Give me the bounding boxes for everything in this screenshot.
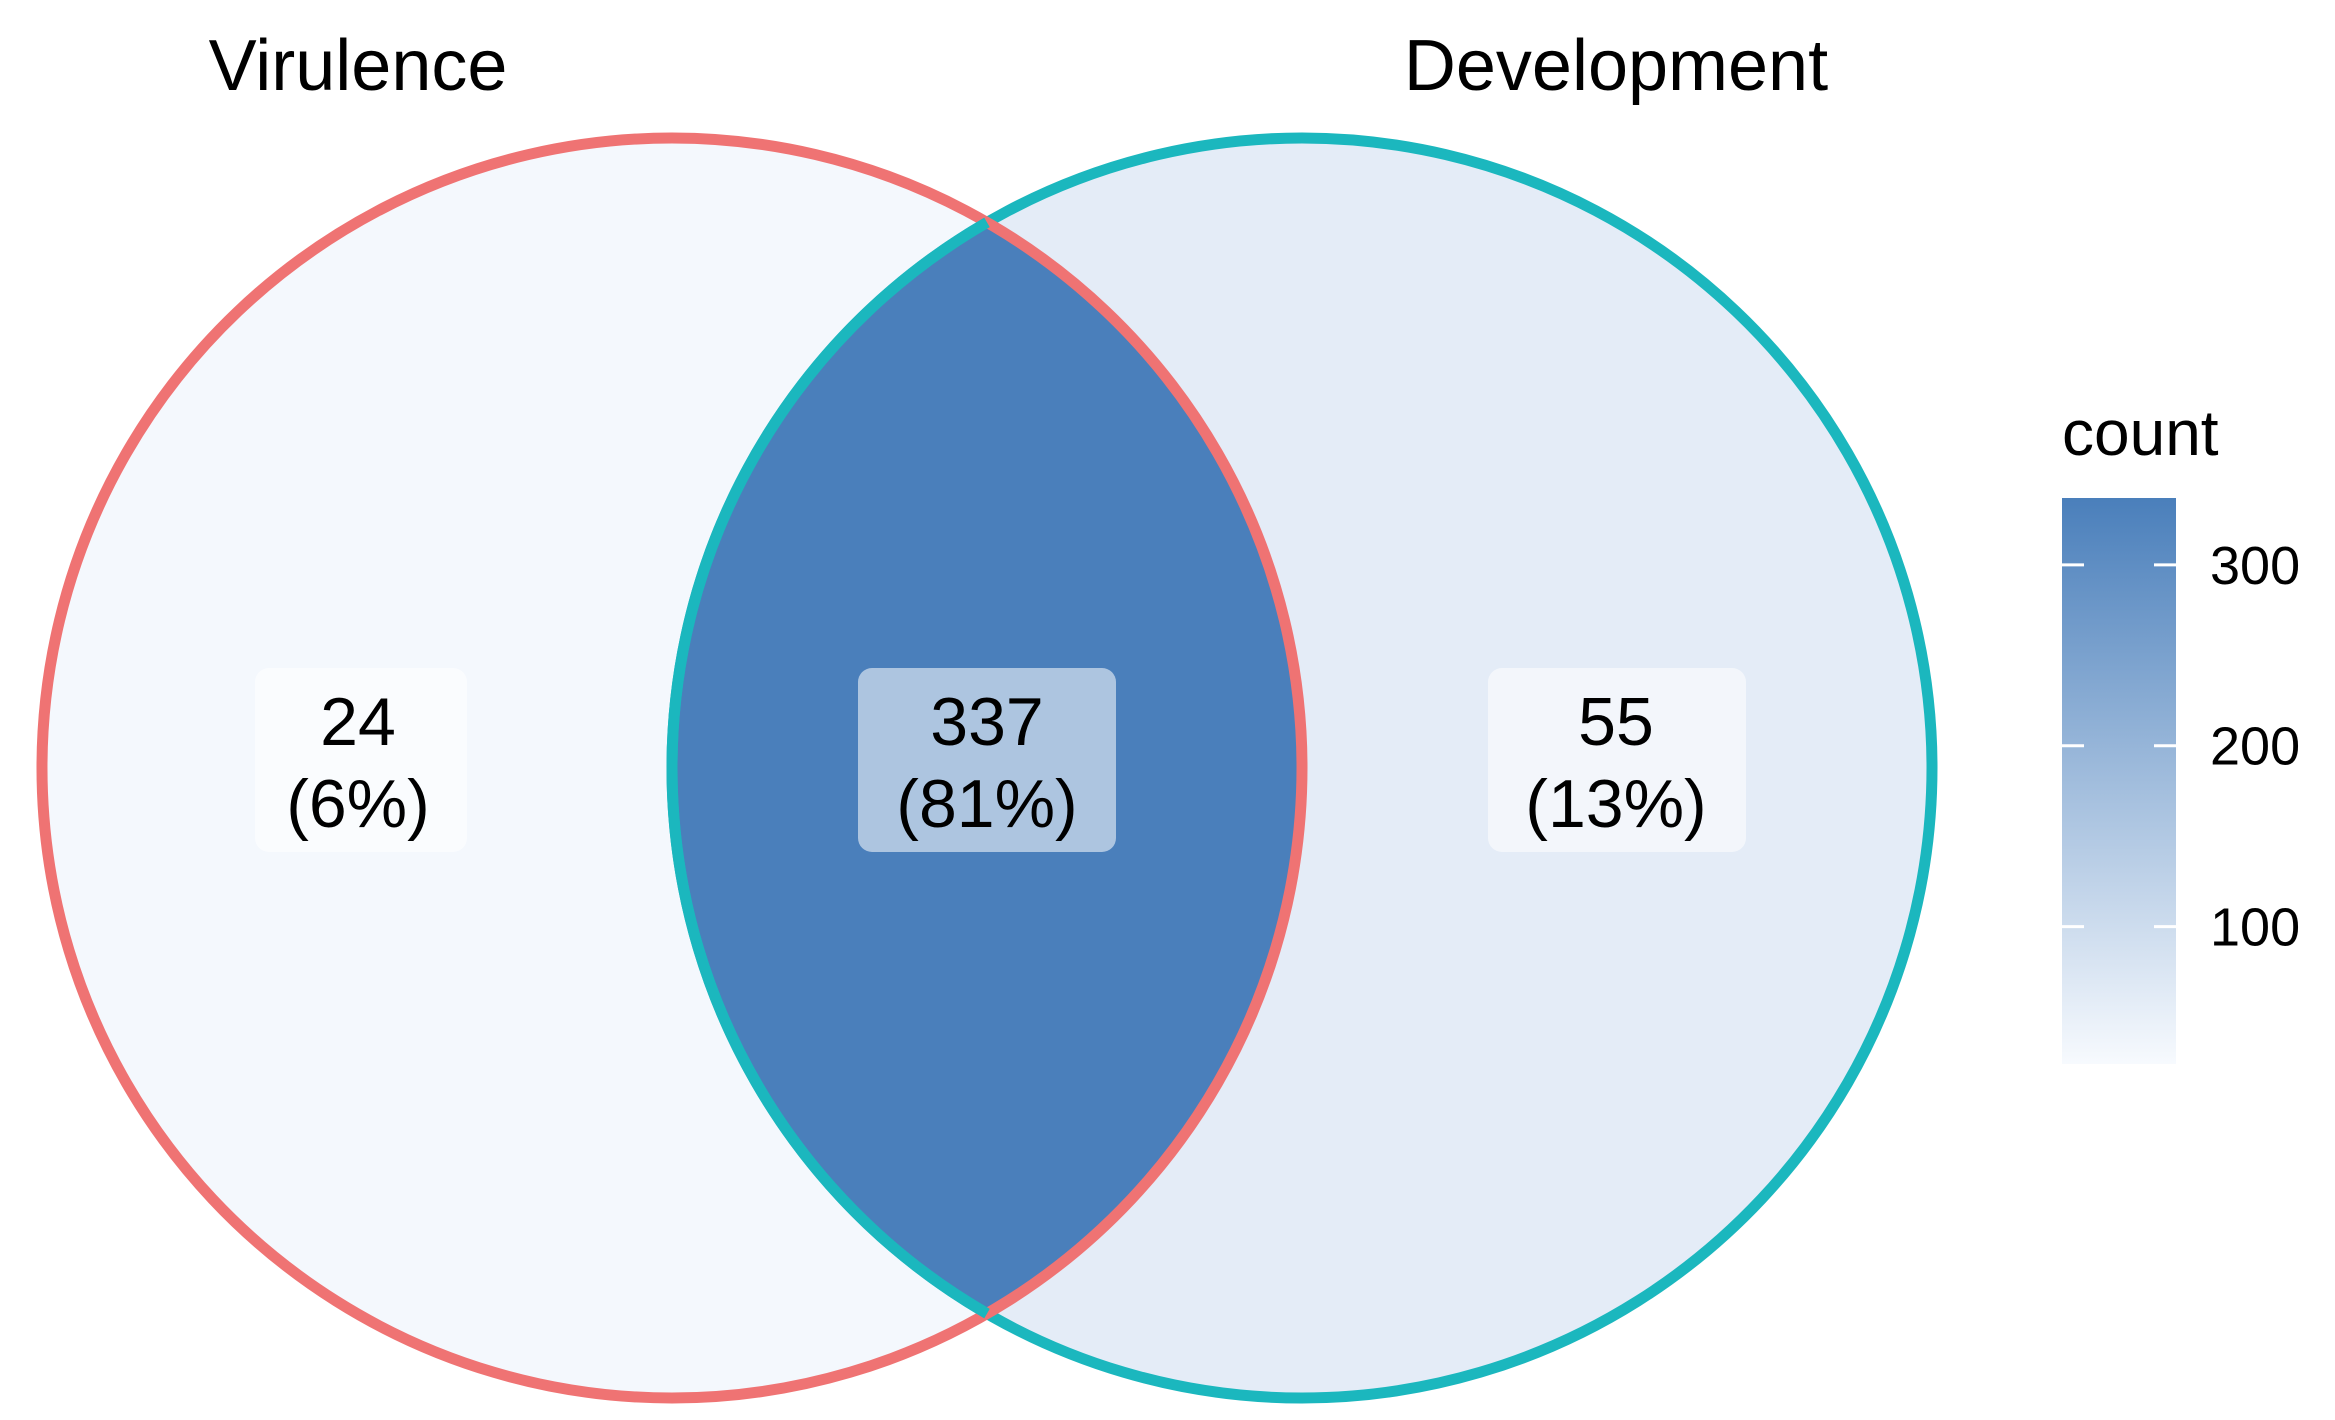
intersection-label-box <box>858 668 1116 852</box>
virulence-only-count: 24 <box>320 684 396 760</box>
virulence-only-percent: (6%) <box>286 766 430 842</box>
development-arc-over-intersection <box>666 217 990 1319</box>
count-legend: count 300 200 100 <box>2062 397 2300 1064</box>
legend-tick-label: 200 <box>2210 717 2300 777</box>
intersection-percent: (81%) <box>896 766 1077 842</box>
legend-ticks: 300 200 100 <box>2062 536 2300 958</box>
legend-tick-label: 300 <box>2210 536 2300 596</box>
intersection-region-fill <box>672 138 1302 1398</box>
development-only-count: 55 <box>1578 684 1654 760</box>
legend-colorbar <box>2062 498 2176 1064</box>
legend-title: count <box>2062 397 2219 469</box>
development-only-label-box <box>1488 668 1746 852</box>
virulence-circle-outline <box>36 132 1308 1404</box>
intersection-count: 337 <box>930 684 1043 760</box>
virulence-set-label: Virulence <box>209 26 508 106</box>
virulence-only-label-box <box>255 668 467 852</box>
development-set-label: Development <box>1404 26 1828 106</box>
legend-tick-label: 100 <box>2210 898 2300 958</box>
development-only-percent: (13%) <box>1525 766 1706 842</box>
